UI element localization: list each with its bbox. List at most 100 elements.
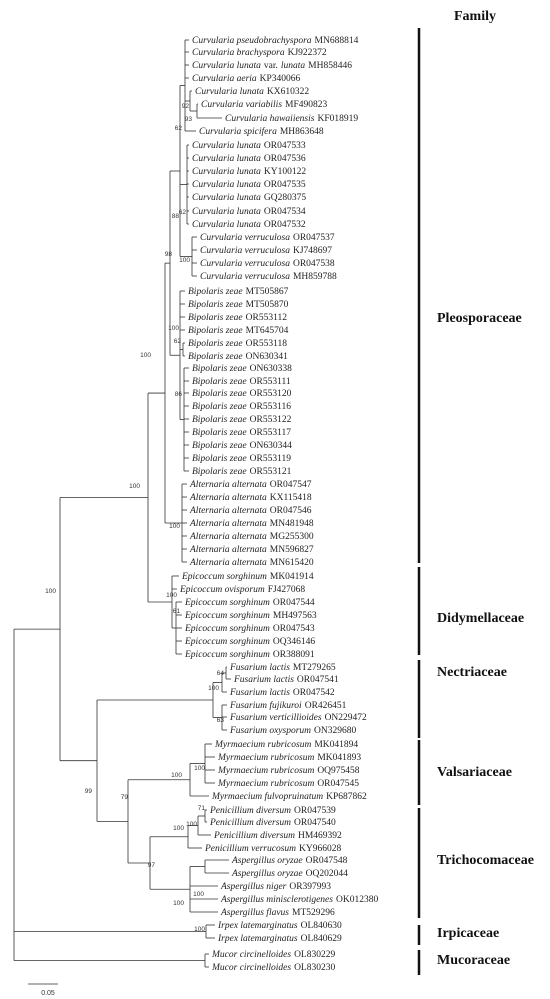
accession: OR047542 bbox=[293, 688, 335, 698]
accession: OR553117 bbox=[250, 428, 292, 438]
taxon-label: Aspergillus minisclerotigenes OK012380 bbox=[220, 895, 378, 905]
taxon-name: Bipolaris zeae bbox=[192, 415, 247, 425]
taxon-label: Myrmaecium rubricosum OQ975458 bbox=[217, 766, 360, 776]
family-label: Irpicaceae bbox=[437, 926, 499, 941]
family-label: Trichocomaceae bbox=[437, 853, 534, 868]
taxon-label: Curvularia verruculosa MH859788 bbox=[200, 272, 337, 282]
accession: OL830229 bbox=[294, 950, 335, 960]
taxon-label: Fusarium lactis OR047541 bbox=[233, 675, 339, 685]
bootstrap-value: 86 bbox=[175, 391, 183, 398]
accession: ON630344 bbox=[250, 441, 292, 451]
taxon-name: Irpex latemarginatus bbox=[217, 934, 298, 944]
taxon-label: Epicoccum sorghinum OR047544 bbox=[184, 598, 315, 608]
taxon-label: Aspergillus flavus MT529296 bbox=[220, 907, 335, 918]
taxon-label: Curvularia lunata OR047533 bbox=[192, 141, 306, 151]
taxon-label: Epicoccum sorghinum OR047543 bbox=[184, 624, 315, 634]
bootstrap-value: 100 bbox=[168, 325, 179, 332]
taxon-label: Epicoccum ovisporum FJ427068 bbox=[179, 585, 305, 595]
taxon-name: Curvularia brachyspora bbox=[192, 48, 285, 58]
taxon-name: Bipolaris zeae bbox=[188, 300, 243, 310]
accession: MN688814 bbox=[315, 36, 359, 46]
taxon-name: Aspergillus minisclerotigenes bbox=[220, 895, 333, 905]
accession: MK041894 bbox=[314, 740, 358, 750]
taxon-name: Bipolaris zeae bbox=[188, 313, 243, 323]
accession: FJ427068 bbox=[268, 585, 306, 595]
accession: OR426451 bbox=[305, 701, 347, 711]
taxon-name: Alternaria alternata bbox=[189, 506, 267, 516]
accession: OR047543 bbox=[273, 624, 315, 634]
taxon-label: Curvularia pseudobrachyspora MN688814 bbox=[192, 36, 359, 46]
taxon-label: Bipolaris zeae OR553118 bbox=[188, 339, 287, 349]
accession: OR047546 bbox=[270, 506, 312, 516]
bootstrap-value: 100 bbox=[193, 891, 204, 898]
taxon-label: Penicillium verrucosum KY966028 bbox=[204, 844, 342, 854]
bootstrap-value: 100 bbox=[179, 257, 190, 264]
accession: OR553122 bbox=[250, 415, 292, 425]
taxon-name: Bipolaris zeae bbox=[192, 377, 247, 387]
bootstrap-value: 100 bbox=[194, 765, 205, 772]
taxon-rank: var. bbox=[264, 61, 278, 71]
taxon-name: Myrmaecium rubricosum bbox=[217, 766, 314, 776]
taxon-name: Curvularia lunata bbox=[192, 61, 261, 71]
accession: MT279265 bbox=[293, 663, 336, 673]
taxon-name: Alternaria alternata bbox=[189, 545, 267, 555]
taxon-label: Fusarium oxysporum ON329680 bbox=[229, 726, 356, 736]
taxon-name: Epicoccum sorghinum bbox=[184, 624, 270, 634]
taxon-name: Mucor circinelloides bbox=[211, 963, 291, 973]
taxon-name: Alternaria alternata bbox=[189, 519, 267, 529]
taxon-name: Aspergillus oryzae bbox=[231, 856, 303, 866]
bootstrap-value: 100 bbox=[173, 825, 184, 832]
taxon-label: Fusarium fujikuroi OR426451 bbox=[229, 700, 347, 711]
bootstrap-value: 100 bbox=[166, 592, 177, 599]
taxon-label: Aspergillus oryzae OQ202044 bbox=[231, 869, 348, 879]
bootstrap-value: 88 bbox=[172, 213, 180, 220]
accession: KY966028 bbox=[299, 844, 341, 854]
bootstrap-value: 100 bbox=[45, 588, 56, 595]
accession: OL840629 bbox=[301, 934, 342, 944]
taxon-label: Aspergillus niger OR397993 bbox=[220, 882, 331, 892]
bootstrap-value: 62 bbox=[174, 338, 182, 345]
taxon-name: Bipolaris zeae bbox=[192, 389, 247, 399]
accession: KY100122 bbox=[264, 167, 306, 177]
accession: KF018919 bbox=[317, 114, 358, 124]
bootstrap-value: 100 bbox=[194, 926, 205, 933]
bootstrap-value: 61 bbox=[173, 608, 181, 615]
taxon-name: Epicoccum sorghinum bbox=[184, 611, 270, 621]
accession: MN596827 bbox=[270, 545, 314, 555]
accession: MG255300 bbox=[270, 532, 314, 542]
taxon-name: Fusarium verticillioides bbox=[229, 713, 322, 723]
taxon-label: Curvularia lunata KX610322 bbox=[195, 87, 309, 97]
accession: ON630338 bbox=[250, 364, 292, 374]
family-label: Mucoraceae bbox=[437, 953, 510, 968]
taxon-name: Fusarium fujikuroi bbox=[229, 700, 302, 711]
bootstrap-value: 62 bbox=[179, 209, 187, 216]
family-label: Valsariaceae bbox=[437, 765, 512, 780]
accession: OQ975458 bbox=[317, 766, 359, 776]
accession: OR553112 bbox=[246, 313, 288, 323]
accession: OR553111 bbox=[250, 377, 291, 387]
taxon-name: Aspergillus oryzae bbox=[231, 869, 303, 879]
taxon-label: Alternaria alternata MN481948 bbox=[189, 519, 314, 529]
bootstrap-value: 99 bbox=[85, 788, 93, 795]
bootstrap-value: 100 bbox=[173, 900, 184, 907]
taxon-label: Curvularia lunata OR047536 bbox=[192, 154, 306, 164]
taxon-label: Curvularia lunata GQ280375 bbox=[192, 193, 306, 203]
accession: MT505870 bbox=[246, 300, 289, 310]
taxon-name: Bipolaris zeae bbox=[188, 352, 243, 362]
taxon-label: Bipolaris zeae OR553122 bbox=[192, 415, 292, 425]
taxon-name: Fusarium oxysporum bbox=[229, 726, 311, 736]
accession: OR388091 bbox=[273, 650, 315, 660]
accession: KX115418 bbox=[270, 493, 312, 503]
bootstrap-value: 100 bbox=[140, 352, 151, 359]
accession: OR047539 bbox=[294, 806, 336, 816]
bootstrap-value: 71 bbox=[198, 805, 206, 812]
taxon-name: Curvularia lunata bbox=[192, 207, 261, 217]
accession: OR553118 bbox=[246, 339, 288, 349]
taxon-label: Curvularia verruculosa OR047538 bbox=[200, 259, 335, 269]
accession: OQ202044 bbox=[306, 869, 348, 879]
taxon-name: Curvularia lunata bbox=[192, 167, 261, 177]
taxon-name: Fusarium lactis bbox=[233, 675, 294, 685]
taxon-label: Myrmaecium rubricosum MK041893 bbox=[217, 753, 361, 763]
bootstrap-value: 79 bbox=[121, 794, 129, 801]
taxon-label: Bipolaris zeae MT645704 bbox=[188, 326, 289, 336]
